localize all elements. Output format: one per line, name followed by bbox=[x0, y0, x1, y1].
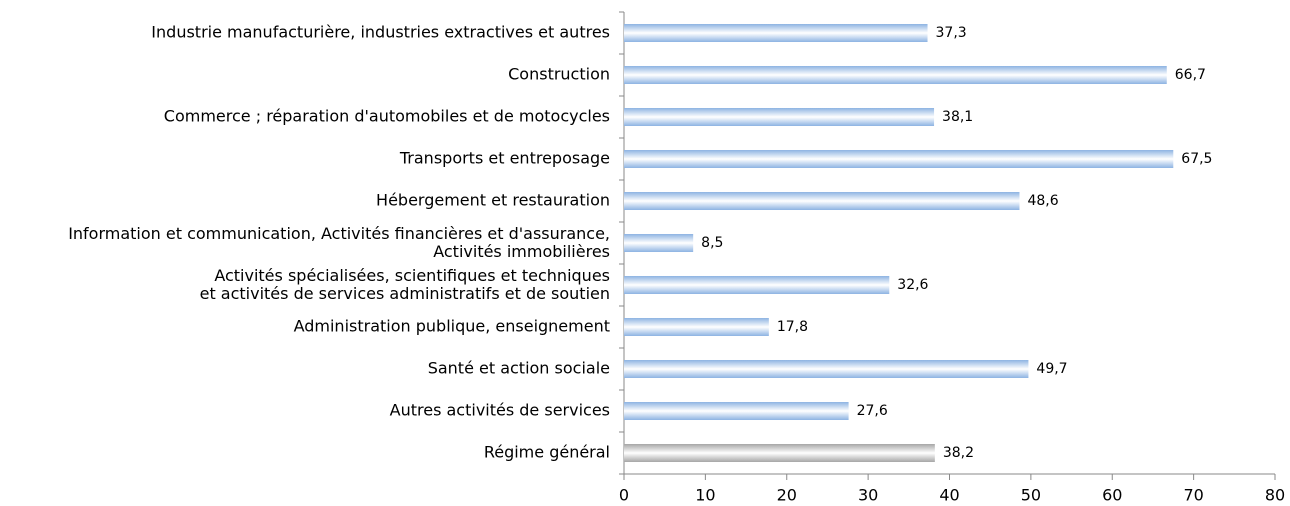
y-tick-label: Autres activités de services bbox=[390, 401, 610, 420]
bar bbox=[624, 318, 769, 336]
x-tick-label: 10 bbox=[695, 486, 715, 505]
y-tick-label: Transports et entreposage bbox=[399, 149, 610, 168]
x-tick-label: 0 bbox=[619, 486, 629, 505]
x-tick-label: 20 bbox=[777, 486, 797, 505]
value-label: 66,7 bbox=[1175, 67, 1206, 83]
value-label: 17,8 bbox=[777, 319, 808, 335]
x-tick-label: 80 bbox=[1265, 486, 1285, 505]
bar bbox=[624, 66, 1167, 84]
y-tick-label: Santé et action sociale bbox=[428, 359, 610, 378]
value-label: 67,5 bbox=[1181, 151, 1212, 167]
bar bbox=[624, 192, 1020, 210]
label-line: Information et communication, Activités … bbox=[68, 224, 610, 243]
label-line: et activités de services administratifs … bbox=[200, 284, 610, 303]
value-label: 38,1 bbox=[942, 109, 973, 125]
x-tick-label: 50 bbox=[1021, 486, 1041, 505]
bar bbox=[624, 234, 694, 252]
bar bbox=[624, 24, 928, 42]
y-tick-label: Hébergement et restauration bbox=[376, 191, 610, 210]
label-line: Activités immobilières bbox=[433, 242, 610, 261]
value-label: 8,5 bbox=[701, 235, 723, 251]
x-tick-label: 60 bbox=[1102, 486, 1122, 505]
bar bbox=[624, 444, 935, 462]
label-line: Activités spécialisées, scientifiques et… bbox=[214, 266, 610, 285]
value-label: 49,7 bbox=[1036, 361, 1067, 377]
y-tick-label: Administration publique, enseignement bbox=[294, 317, 610, 336]
y-tick-label: Activités spécialisées, scientifiques et… bbox=[200, 266, 610, 303]
y-tick-label: Commerce ; réparation d'automobiles et d… bbox=[164, 107, 610, 126]
bar bbox=[624, 276, 890, 294]
y-tick-label: Industrie manufacturière, industries ext… bbox=[151, 23, 610, 42]
y-tick-label: Régime général bbox=[484, 443, 610, 462]
x-tick-label: 40 bbox=[939, 486, 959, 505]
y-tick-label: Information et communication, Activités … bbox=[68, 224, 610, 261]
value-label: 38,2 bbox=[943, 445, 974, 461]
value-label: 32,6 bbox=[897, 277, 928, 293]
bar bbox=[624, 360, 1029, 378]
x-tick-label: 70 bbox=[1183, 486, 1203, 505]
value-label: 27,6 bbox=[857, 403, 888, 419]
value-label: 48,6 bbox=[1027, 193, 1058, 209]
bar bbox=[624, 402, 849, 420]
bar bbox=[624, 150, 1174, 168]
y-tick-label: Construction bbox=[508, 65, 610, 84]
value-label: 37,3 bbox=[936, 25, 967, 41]
x-tick-label: 30 bbox=[858, 486, 878, 505]
bar bbox=[624, 108, 935, 126]
